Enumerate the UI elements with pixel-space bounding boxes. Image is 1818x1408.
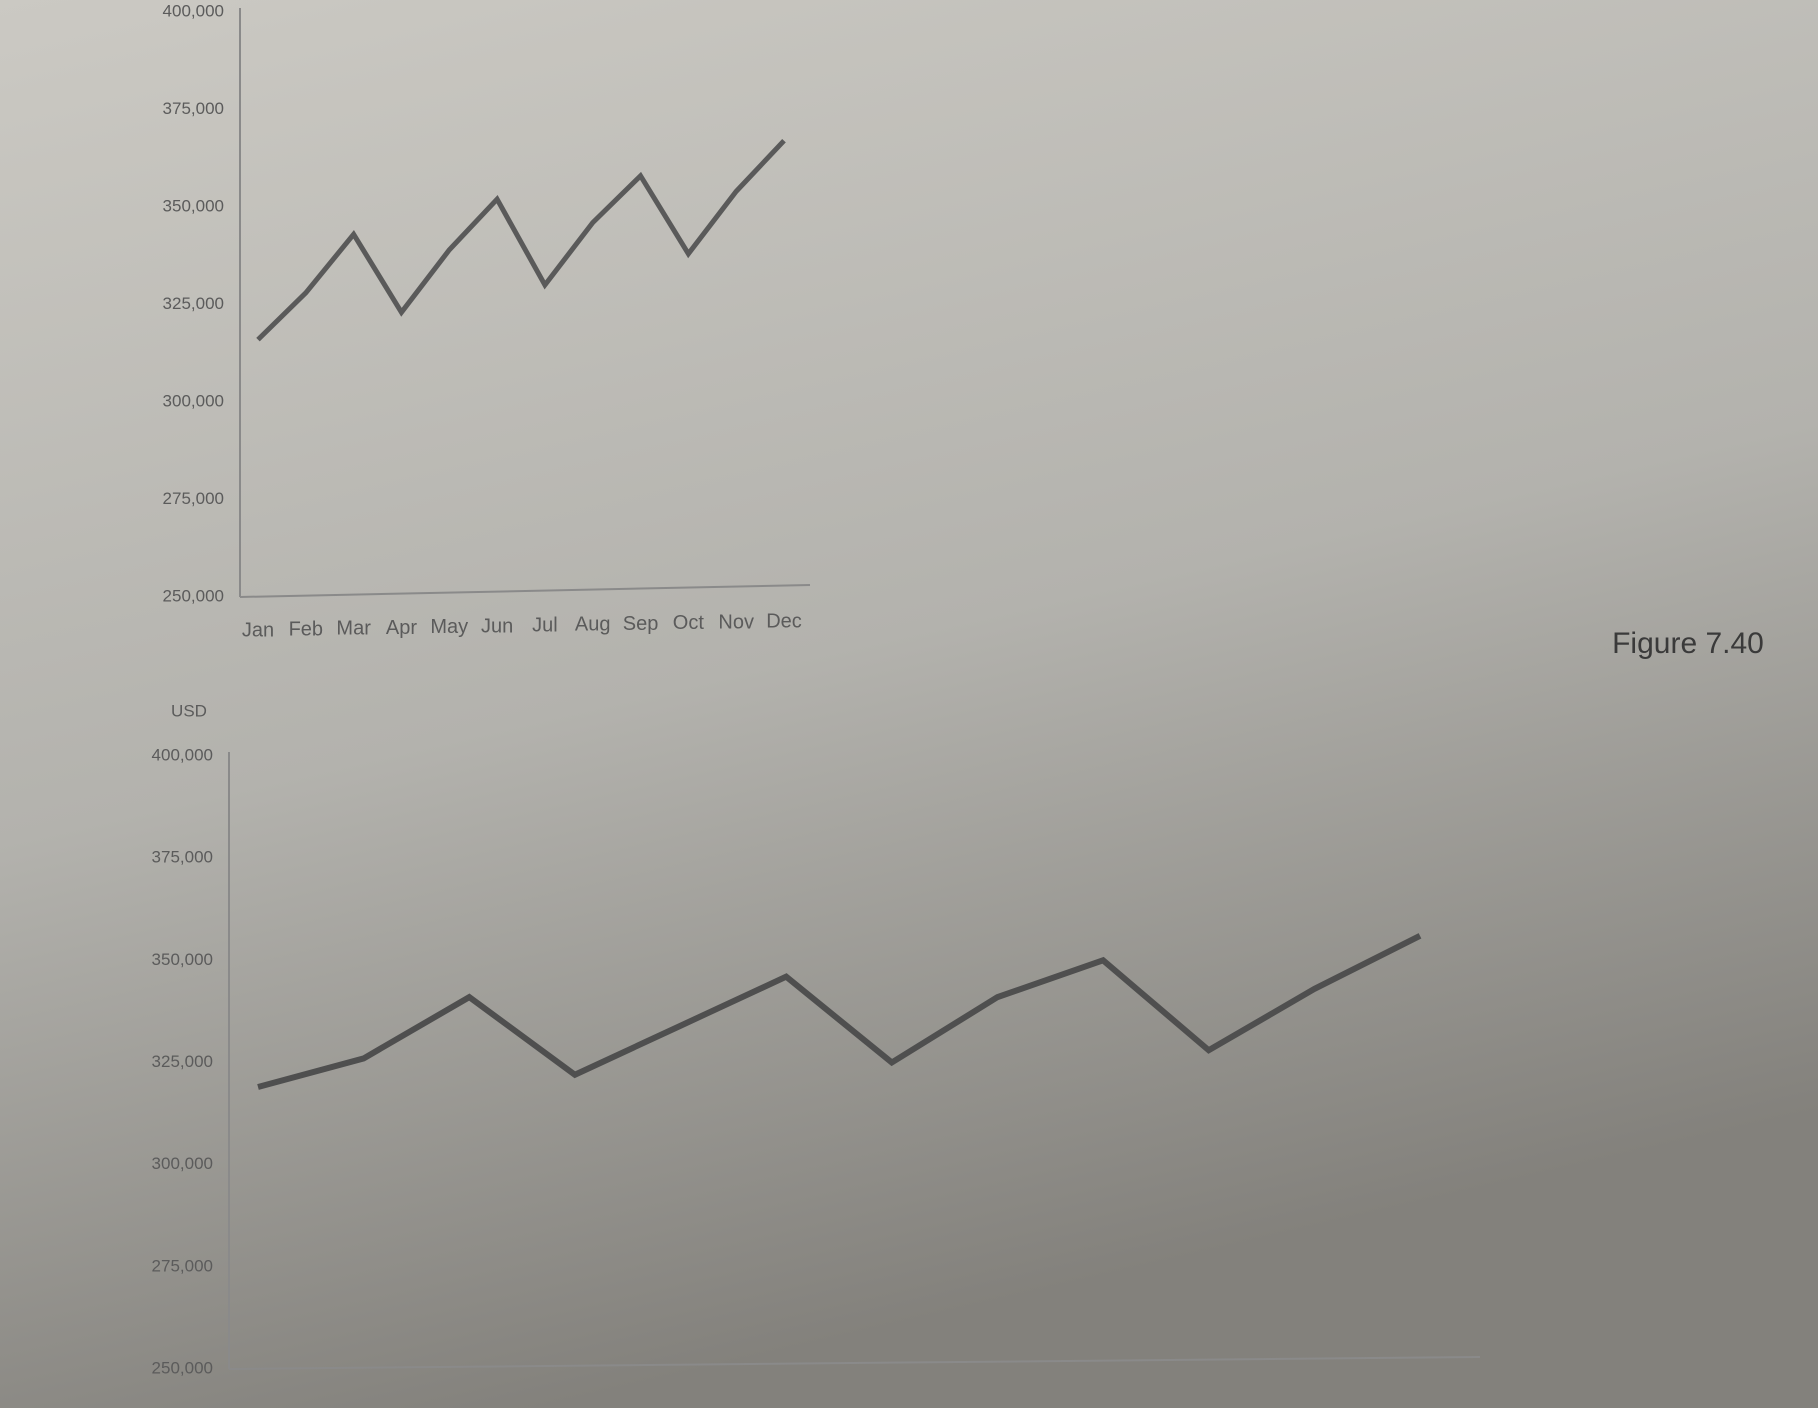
x-tick-label: Jan [242,619,274,641]
y-tick-label: 350,000 [163,196,224,215]
x-tick-label: Apr [386,617,417,639]
y-tick-label: 400,000 [152,745,213,764]
data-line [257,933,1422,1090]
y-tick-label: 375,000 [152,848,213,867]
x-tick-label: May [430,616,468,638]
data-line [256,138,786,342]
y-tick-label: 300,000 [163,391,224,410]
x-axis [228,1356,1481,1370]
y-tick-label: 250,000 [152,1358,213,1377]
x-tick-label: Aug [575,614,611,636]
y-tick-label: 375,000 [163,99,224,118]
y-tick-label: 400,000 [163,1,224,20]
x-tick-label: Jun [481,615,513,637]
figure-label: Figure 7.40 [1612,627,1764,660]
y-tick-label: 325,000 [152,1052,213,1071]
y-tick-label: 275,000 [152,1256,213,1275]
x-tick-label: Dec [766,610,802,632]
y-tick-label: 250,000 [163,586,224,605]
y-tick-label: 325,000 [163,294,224,313]
x-tick-label: Jul [532,614,558,636]
x-tick-label: Mar [336,618,371,640]
y-tick-label: 350,000 [152,950,213,969]
x-tick-label: Feb [289,618,323,640]
y-axis-label: USD [171,701,207,720]
y-tick-label: 300,000 [152,1154,213,1173]
y-tick-label: 275,000 [163,489,224,508]
x-tick-label: Oct [673,612,705,634]
x-tick-label: Sep [623,613,659,635]
x-axis [239,584,811,598]
x-tick-label: Nov [718,611,754,633]
